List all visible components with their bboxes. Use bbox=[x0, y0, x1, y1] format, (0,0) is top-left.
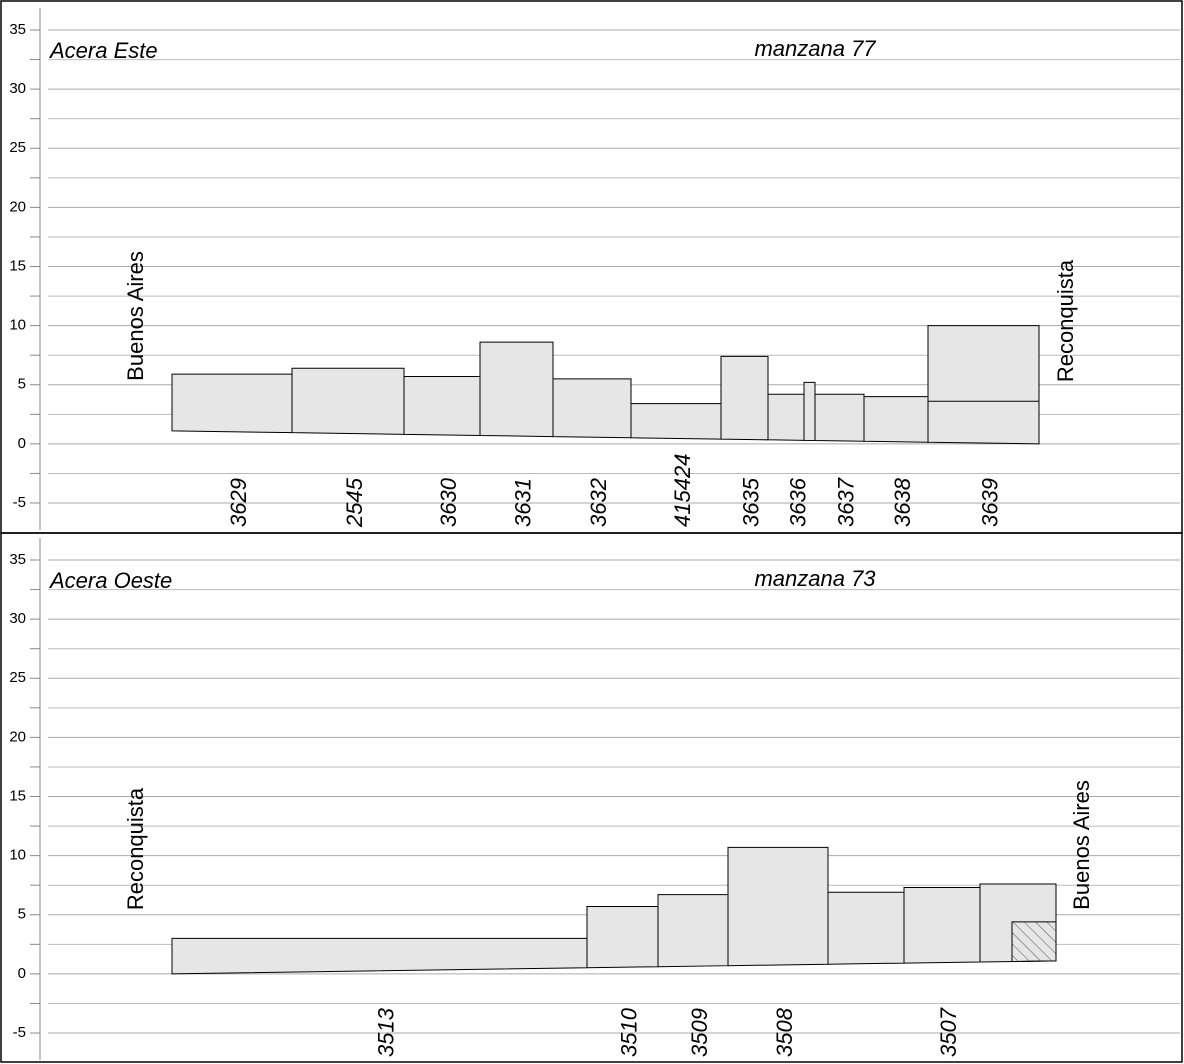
lot-label: 3639 bbox=[977, 478, 1002, 527]
lot-label: 3630 bbox=[436, 477, 461, 527]
y-tick-label: -5 bbox=[13, 1024, 26, 1041]
y-tick-label: 20 bbox=[9, 198, 26, 215]
y-tick-label: 30 bbox=[9, 610, 26, 627]
y-tick-label: 15 bbox=[9, 257, 26, 274]
street-label: Buenos Aires bbox=[1069, 780, 1094, 910]
lot-label: 3631 bbox=[510, 478, 535, 527]
building bbox=[171, 373, 293, 434]
y-tick-label: -5 bbox=[13, 494, 26, 511]
lot-label: 3510 bbox=[616, 1007, 641, 1057]
y-tick-label: 25 bbox=[9, 139, 26, 156]
y-tick-label: 0 bbox=[18, 435, 26, 452]
building bbox=[814, 393, 865, 442]
building bbox=[927, 325, 1040, 445]
building bbox=[171, 937, 588, 975]
building bbox=[291, 367, 405, 435]
lot-label: 3513 bbox=[373, 1007, 398, 1057]
lot-label: 3635 bbox=[738, 477, 763, 527]
y-tick-label: 10 bbox=[9, 317, 26, 334]
building bbox=[403, 375, 481, 436]
building bbox=[863, 396, 929, 443]
building bbox=[552, 378, 632, 439]
building bbox=[720, 355, 769, 441]
street-label: Reconquista bbox=[1053, 259, 1078, 382]
lot-label: 3507 bbox=[936, 1007, 961, 1057]
lot-label: 3509 bbox=[687, 1008, 712, 1057]
y-tick-label: 0 bbox=[18, 965, 26, 982]
building bbox=[727, 846, 829, 967]
street-label: Reconquista bbox=[123, 787, 148, 910]
y-tick-label: 10 bbox=[9, 847, 26, 864]
lot-label: 3629 bbox=[226, 478, 251, 527]
y-tick-label: 5 bbox=[18, 906, 26, 923]
lot-label: 3638 bbox=[890, 477, 915, 527]
y-tick-label: 30 bbox=[9, 80, 26, 97]
y-tick-label: 35 bbox=[9, 551, 26, 568]
block-label: manzana 73 bbox=[754, 566, 876, 591]
building bbox=[479, 341, 554, 438]
panel-title: Acera Oeste bbox=[48, 568, 172, 593]
lot-label: 3637 bbox=[833, 477, 858, 527]
lot-label: 2545 bbox=[342, 477, 367, 528]
lot-label: 3508 bbox=[772, 1007, 797, 1057]
y-tick-label: 20 bbox=[9, 728, 26, 745]
panel-frame bbox=[0, 532, 1183, 1063]
y-tick-label: 15 bbox=[9, 787, 26, 804]
building bbox=[657, 894, 729, 968]
street-label: Buenos Aires bbox=[123, 251, 148, 381]
lot-label: 415424 bbox=[670, 454, 695, 527]
y-tick-label: 25 bbox=[9, 669, 26, 686]
block-label: manzana 77 bbox=[754, 36, 876, 61]
lot-label: 3636 bbox=[785, 477, 810, 527]
y-tick-label: 35 bbox=[9, 21, 26, 38]
hatched-area bbox=[1011, 921, 1057, 963]
building bbox=[767, 393, 805, 441]
y-tick-label: 5 bbox=[18, 376, 26, 393]
building bbox=[803, 381, 816, 442]
building bbox=[827, 891, 905, 965]
building bbox=[903, 887, 981, 964]
building bbox=[630, 403, 722, 440]
building bbox=[586, 905, 659, 969]
lot-label: 3632 bbox=[586, 478, 611, 527]
panel-title: Acera Este bbox=[48, 38, 158, 63]
